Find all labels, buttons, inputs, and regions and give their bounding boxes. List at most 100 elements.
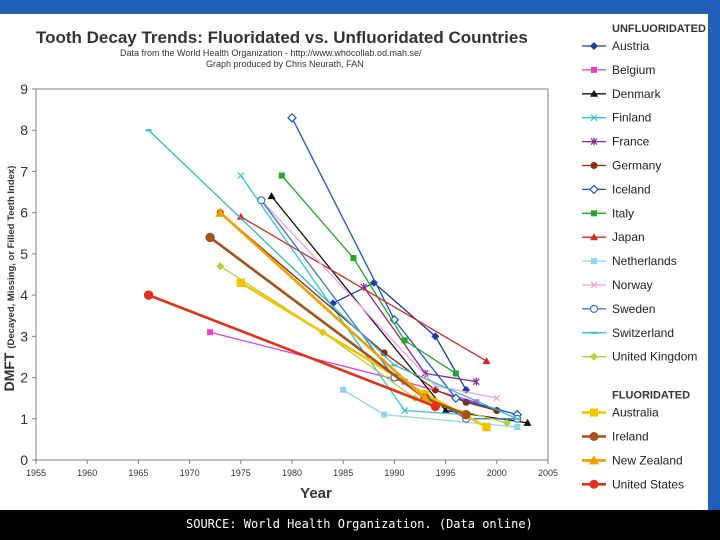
y-tick-label: 2 (20, 370, 28, 386)
y-tick-label: 1 (20, 411, 28, 427)
y-axis-label: DMFT (Decayed, Missing, or Filled Teeth … (1, 166, 17, 392)
legend-marker-united-kingdom (590, 352, 598, 361)
series-line-japan (240, 216, 487, 362)
legend-marker-finland (590, 114, 598, 122)
legend-marker-japan (590, 233, 598, 241)
legend-marker-germany (590, 162, 598, 169)
y-tick-label: 3 (20, 328, 28, 344)
data-point-australia (236, 278, 245, 287)
series-line-italy (281, 175, 457, 374)
legend-marker-iceland (589, 184, 599, 195)
data-point-united-kingdom (216, 262, 225, 271)
data-point-ireland (205, 232, 215, 243)
legend-label-new-zealand: New Zealand (612, 453, 683, 467)
data-point-italy (278, 172, 285, 179)
legend-label-ireland: Ireland (612, 430, 649, 444)
top-accent-bar (0, 0, 720, 14)
footer-source-text: SOURCE: World Health Organization. (Data… (186, 517, 533, 531)
legend-marker-sweden (589, 304, 599, 313)
legend-marker-norway (590, 281, 598, 289)
data-point-denmark (441, 406, 450, 414)
x-tick-label: 1955 (26, 468, 46, 478)
y-tick-label: 4 (20, 287, 28, 303)
legend-label-netherlands: Netherlands (612, 254, 677, 268)
series-line-finland (240, 175, 467, 416)
legend-label-iceland: Iceland (612, 182, 651, 196)
legend-label-austria: Austria (612, 39, 650, 53)
x-tick-label: 1985 (333, 468, 353, 478)
legend-label-united-kingdom: United Kingdom (612, 350, 697, 364)
data-point-australia (482, 422, 491, 432)
legend-label-finland: Finland (612, 111, 651, 125)
series-line-austria (332, 281, 467, 391)
legend-marker-australia (590, 408, 598, 417)
legend-heading-unfluoridated: UNFLUORIDATED (612, 23, 706, 35)
legend-label-japan: Japan (612, 230, 645, 244)
data-point-italy (401, 337, 408, 344)
legend-marker-netherlands (591, 258, 597, 265)
series-line-germany (219, 212, 497, 412)
legend-marker-united-states (589, 479, 599, 489)
legend-label-italy: Italy (612, 206, 634, 220)
legend-label-france: France (612, 135, 650, 149)
data-point-japan (236, 212, 245, 220)
data-point-denmark (523, 418, 532, 426)
legend-label-norway: Norway (612, 278, 653, 292)
x-tick-label: 1965 (128, 468, 148, 478)
data-point-new-zealand (419, 392, 431, 403)
data-point-france (472, 377, 480, 386)
x-tick-label: 1990 (384, 468, 404, 478)
data-point-denmark (267, 192, 276, 200)
series-line-australia (240, 281, 488, 429)
data-point-iceland (287, 113, 297, 123)
series-line-new-zealand (219, 211, 426, 400)
data-point-new-zealand (215, 207, 226, 217)
legend-heading-fluoridated: FLUORIDATED (612, 390, 690, 402)
footer-bar (0, 510, 720, 540)
series-line-iceland (291, 117, 518, 416)
data-point-italy (452, 370, 459, 377)
x-tick-label: 1980 (282, 468, 302, 478)
x-tick-label: 2005 (538, 468, 558, 478)
data-point-japan (482, 357, 491, 365)
data-point-belgium (473, 399, 480, 406)
legend-marker-denmark (590, 89, 598, 97)
legend-marker-austria (590, 42, 598, 50)
x-tick-label: 1995 (436, 468, 456, 478)
y-tick-label: 5 (20, 246, 28, 262)
data-point-united-states (430, 401, 441, 412)
chart-source-line: Data from the World Health Organization … (120, 48, 422, 58)
y-tick-label: 0 (20, 452, 28, 468)
x-tick-label: 1975 (231, 468, 251, 478)
y-tick-label: 9 (20, 81, 28, 97)
data-point-netherlands (381, 411, 388, 418)
data-point-united-states (143, 290, 154, 300)
legend-label-germany: Germany (612, 159, 661, 173)
data-point-netherlands (340, 386, 347, 393)
data-point-italy (350, 255, 357, 262)
legend-label-belgium: Belgium (612, 63, 655, 77)
data-point-austria (431, 332, 440, 341)
data-point-ireland (461, 409, 471, 420)
data-point-finland (237, 172, 245, 179)
chart-title: Tooth Decay Trends: Fluoridated vs. Unfl… (36, 28, 528, 47)
y-tick-label: 7 (20, 163, 28, 179)
right-accent-bar (708, 0, 720, 540)
legend-label-sweden: Sweden (612, 302, 655, 316)
legend-marker-belgium (591, 66, 597, 73)
y-tick-label: 6 (20, 205, 28, 221)
legend-marker-new-zealand (589, 455, 599, 465)
legend-label-australia: Australia (612, 406, 659, 420)
y-tick-label: 8 (20, 122, 28, 138)
x-axis-label: Year (300, 485, 332, 502)
data-point-finland (401, 407, 409, 414)
legend-label-denmark: Denmark (612, 87, 662, 101)
data-point-sweden (257, 196, 266, 205)
x-tick-label: 2000 (487, 468, 507, 478)
data-point-iceland (450, 393, 461, 404)
x-tick-label: 1970 (180, 468, 200, 478)
legend-label-united-states: United States (612, 477, 684, 491)
series-line-united-kingdom (219, 265, 508, 424)
chart-credit-line: Graph produced by Chris Neurath, FAN (206, 59, 364, 69)
